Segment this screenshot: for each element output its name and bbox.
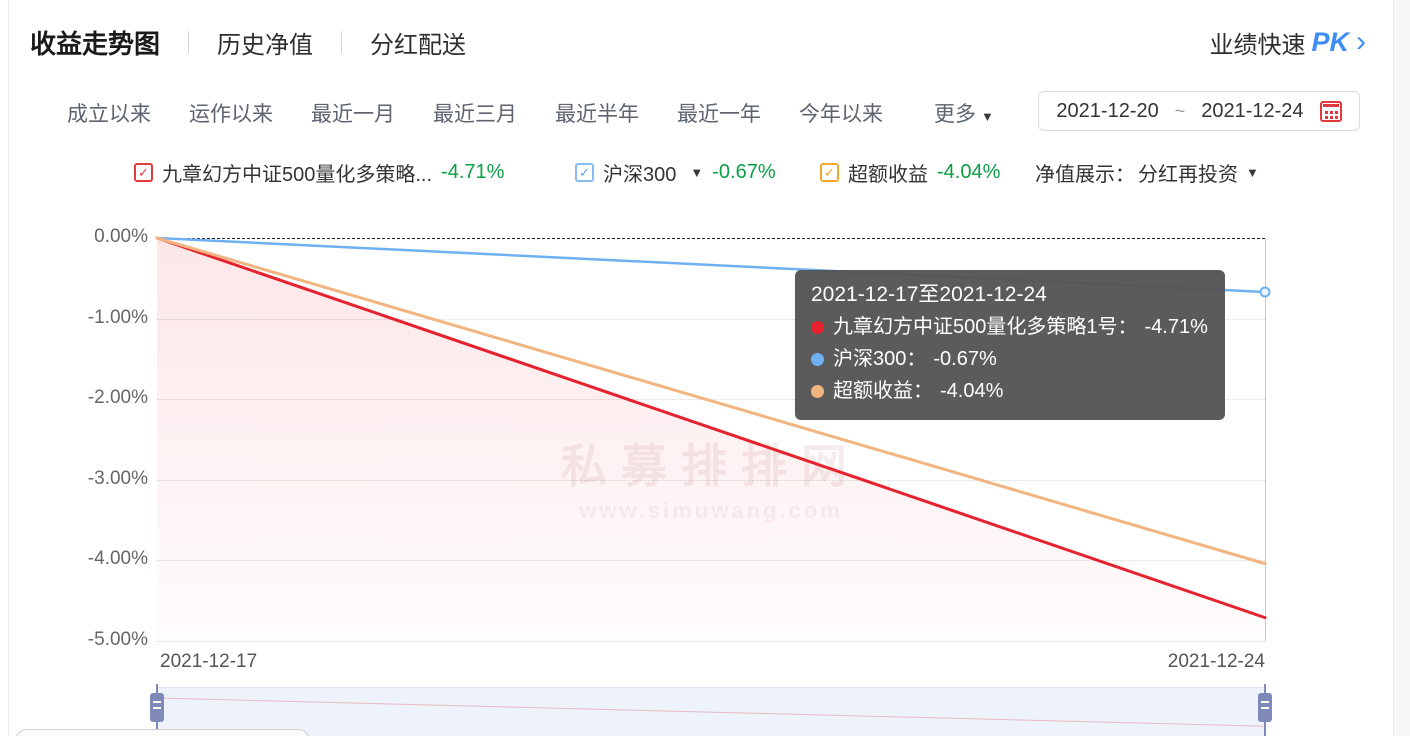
legend-label-fund: 九章幻方中证500量化多策略... xyxy=(162,164,433,186)
y-tick-label: -5.00% xyxy=(87,629,148,650)
tooltip-series-value: -4.71% xyxy=(1144,316,1208,338)
data-zoom-slider[interactable] xyxy=(150,684,1272,736)
date-range-picker[interactable]: 2021-12-20 ~ 2021-12-24 xyxy=(1038,91,1360,131)
section-header: 收益走势图 历史净值 分红配送 业绩快速 PK › xyxy=(30,22,1366,62)
tab-return-trend-chart[interactable]: 收益走势图 xyxy=(30,28,161,59)
tooltip-series-name: 沪深300： xyxy=(833,348,927,370)
legend-value-hs300: -0.67% xyxy=(712,161,776,183)
more-ranges-dropdown[interactable]: 更多 ▼ xyxy=(934,98,994,128)
handle-grip-icon[interactable] xyxy=(1258,693,1272,722)
divider xyxy=(341,31,343,53)
legend-label-excess: 超额收益 xyxy=(848,164,928,186)
start-date-input[interactable]: 2021-12-20 xyxy=(1056,99,1159,122)
fund-checkbox[interactable]: ✓ xyxy=(134,163,153,182)
legend-value-fund: -4.71% xyxy=(441,161,505,183)
page-left-border xyxy=(8,0,9,736)
range-last-year[interactable]: 最近一年 xyxy=(677,103,761,126)
y-tick-label: -4.00% xyxy=(87,548,148,570)
series-dot-orange xyxy=(811,384,824,398)
tooltip-series-value: -0.67% xyxy=(933,348,997,370)
handle-grip-icon[interactable] xyxy=(150,693,164,722)
hs300-checkbox[interactable]: ✓ xyxy=(575,163,594,182)
excess-return-checkbox[interactable]: ✓ xyxy=(820,163,839,182)
end-date-input[interactable]: 2021-12-24 xyxy=(1201,99,1304,122)
tab-dividend-distribution[interactable]: 分红配送 xyxy=(370,31,467,59)
range-last-6-months[interactable]: 最近半年 xyxy=(555,103,639,126)
legend-item-excess-return[interactable]: ✓ 超额收益 -4.04% xyxy=(820,158,1000,187)
tooltip-series-name: 九章幻方中证500量化多策略1号： xyxy=(833,316,1138,338)
performance-pk-link[interactable]: 业绩快速 PK › xyxy=(1209,25,1366,60)
check-icon: ✓ xyxy=(579,165,590,180)
pk-prefix-label: 业绩快速 xyxy=(1209,31,1306,59)
caret-down-icon: ▼ xyxy=(981,109,994,124)
tab-historical-nav[interactable]: 历史净值 xyxy=(217,31,314,59)
slider-preview-line xyxy=(157,697,1265,727)
tooltip-date-range: 2021-12-17至2021-12-24 xyxy=(811,283,1047,306)
pk-label: PK xyxy=(1311,26,1349,57)
y-tick-label: -2.00% xyxy=(87,387,148,409)
gridline xyxy=(157,641,1265,642)
caret-down-icon[interactable]: ▼ xyxy=(690,165,704,180)
y-tick-label: -3.00% xyxy=(87,467,148,489)
series-dot-blue xyxy=(811,352,824,366)
tooltip-row: 九章幻方中证500量化多策略1号： -4.71% xyxy=(811,311,1209,343)
range-since-operation[interactable]: 运作以来 xyxy=(189,103,273,126)
divider xyxy=(188,31,190,53)
date-range-separator: ~ xyxy=(1174,100,1186,121)
caret-down-icon: ▼ xyxy=(1246,165,1259,180)
tooltip-series-name: 超额收益： xyxy=(833,380,933,402)
y-axis-right-line xyxy=(1265,238,1266,641)
check-icon: ✓ xyxy=(138,165,149,180)
tooltip-row: 超额收益： -4.04% xyxy=(811,375,1209,407)
gridline xyxy=(157,318,1265,320)
range-last-month[interactable]: 最近一月 xyxy=(311,103,395,126)
time-range-filters: 成立以来 运作以来 最近一月 最近三月 最近半年 最近一年 今年以来 更多 ▼ xyxy=(0,98,1410,128)
nav-display-value: 分红再投资 xyxy=(1138,164,1238,186)
series-dot-red xyxy=(811,320,824,334)
check-icon: ✓ xyxy=(824,165,835,180)
legend-value-excess: -4.04% xyxy=(937,161,1001,183)
range-since-inception[interactable]: 成立以来 xyxy=(67,103,151,126)
nav-display-label: 净值展示： xyxy=(1035,164,1135,186)
nav-display-select[interactable]: 净值展示： 分红再投资 ▼ xyxy=(1035,158,1259,187)
y-tick-label: -1.00% xyxy=(87,306,148,328)
x-axis-label-start: 2021-12-17 xyxy=(160,651,258,672)
range-last-3-months[interactable]: 最近三月 xyxy=(433,103,517,126)
tooltip-series-value: -4.04% xyxy=(940,380,1004,402)
chevron-right-icon: › xyxy=(1356,25,1366,58)
more-label: 更多 xyxy=(934,103,976,126)
bottom-panel-edge xyxy=(15,729,310,736)
x-axis-label-end: 2021-12-24 xyxy=(1167,651,1265,672)
legend-item-hs300[interactable]: ✓ 沪深300 ▼ -0.67% xyxy=(575,158,776,187)
legend-label-hs300: 沪深300 xyxy=(603,164,677,186)
browser-scrollbar-track[interactable] xyxy=(1393,0,1410,736)
series-line xyxy=(155,236,1267,566)
chart-tooltip: 2021-12-17至2021-12-24 九章幻方中证500量化多策略1号： … xyxy=(795,270,1225,420)
series-line xyxy=(155,236,1267,620)
area-fill xyxy=(157,238,1265,641)
legend-item-fund[interactable]: ✓ 九章幻方中证500量化多策略... -4.71% xyxy=(134,158,504,187)
tooltip-row: 沪深300： -0.67% xyxy=(811,343,1209,375)
zero-baseline xyxy=(157,238,1265,239)
series-end-marker xyxy=(1259,286,1271,298)
y-tick-label: 0.00% xyxy=(94,226,148,247)
calendar-icon[interactable] xyxy=(1319,100,1342,122)
range-year-to-date[interactable]: 今年以来 xyxy=(799,103,883,126)
